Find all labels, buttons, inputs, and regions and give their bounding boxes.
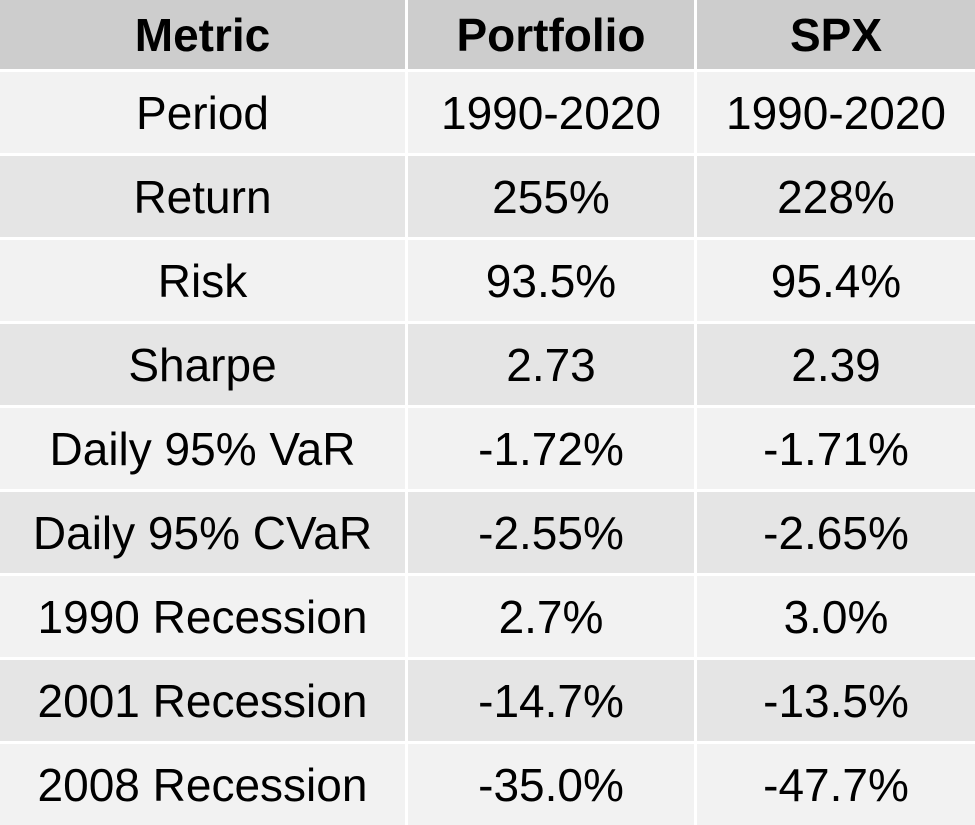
spx-cell: 228% bbox=[697, 156, 975, 240]
metric-cell: Daily 95% VaR bbox=[0, 408, 408, 492]
portfolio-cell: -35.0% bbox=[408, 744, 697, 825]
header-spx: SPX bbox=[697, 0, 975, 72]
metric-cell: 1990 Recession bbox=[0, 576, 408, 660]
spx-cell: -13.5% bbox=[697, 660, 975, 744]
spx-cell: 1990-2020 bbox=[697, 72, 975, 156]
metric-cell: Sharpe bbox=[0, 324, 408, 408]
spx-cell: -2.65% bbox=[697, 492, 975, 576]
portfolio-cell: -14.7% bbox=[408, 660, 697, 744]
metric-cell: Return bbox=[0, 156, 408, 240]
spx-cell: -47.7% bbox=[697, 744, 975, 825]
portfolio-cell: -1.72% bbox=[408, 408, 697, 492]
header-portfolio: Portfolio bbox=[408, 0, 697, 72]
portfolio-cell: 2.7% bbox=[408, 576, 697, 660]
spx-cell: -1.71% bbox=[697, 408, 975, 492]
portfolio-cell: 1990-2020 bbox=[408, 72, 697, 156]
portfolio-cell: 2.73 bbox=[408, 324, 697, 408]
metric-cell: Period bbox=[0, 72, 408, 156]
portfolio-cell: 255% bbox=[408, 156, 697, 240]
metric-cell: 2001 Recession bbox=[0, 660, 408, 744]
metric-cell: 2008 Recession bbox=[0, 744, 408, 825]
metric-cell: Daily 95% CVaR bbox=[0, 492, 408, 576]
portfolio-cell: -2.55% bbox=[408, 492, 697, 576]
portfolio-cell: 93.5% bbox=[408, 240, 697, 324]
metric-cell: Risk bbox=[0, 240, 408, 324]
spx-cell: 2.39 bbox=[697, 324, 975, 408]
spx-cell: 3.0% bbox=[697, 576, 975, 660]
header-metric: Metric bbox=[0, 0, 408, 72]
spx-cell: 95.4% bbox=[697, 240, 975, 324]
